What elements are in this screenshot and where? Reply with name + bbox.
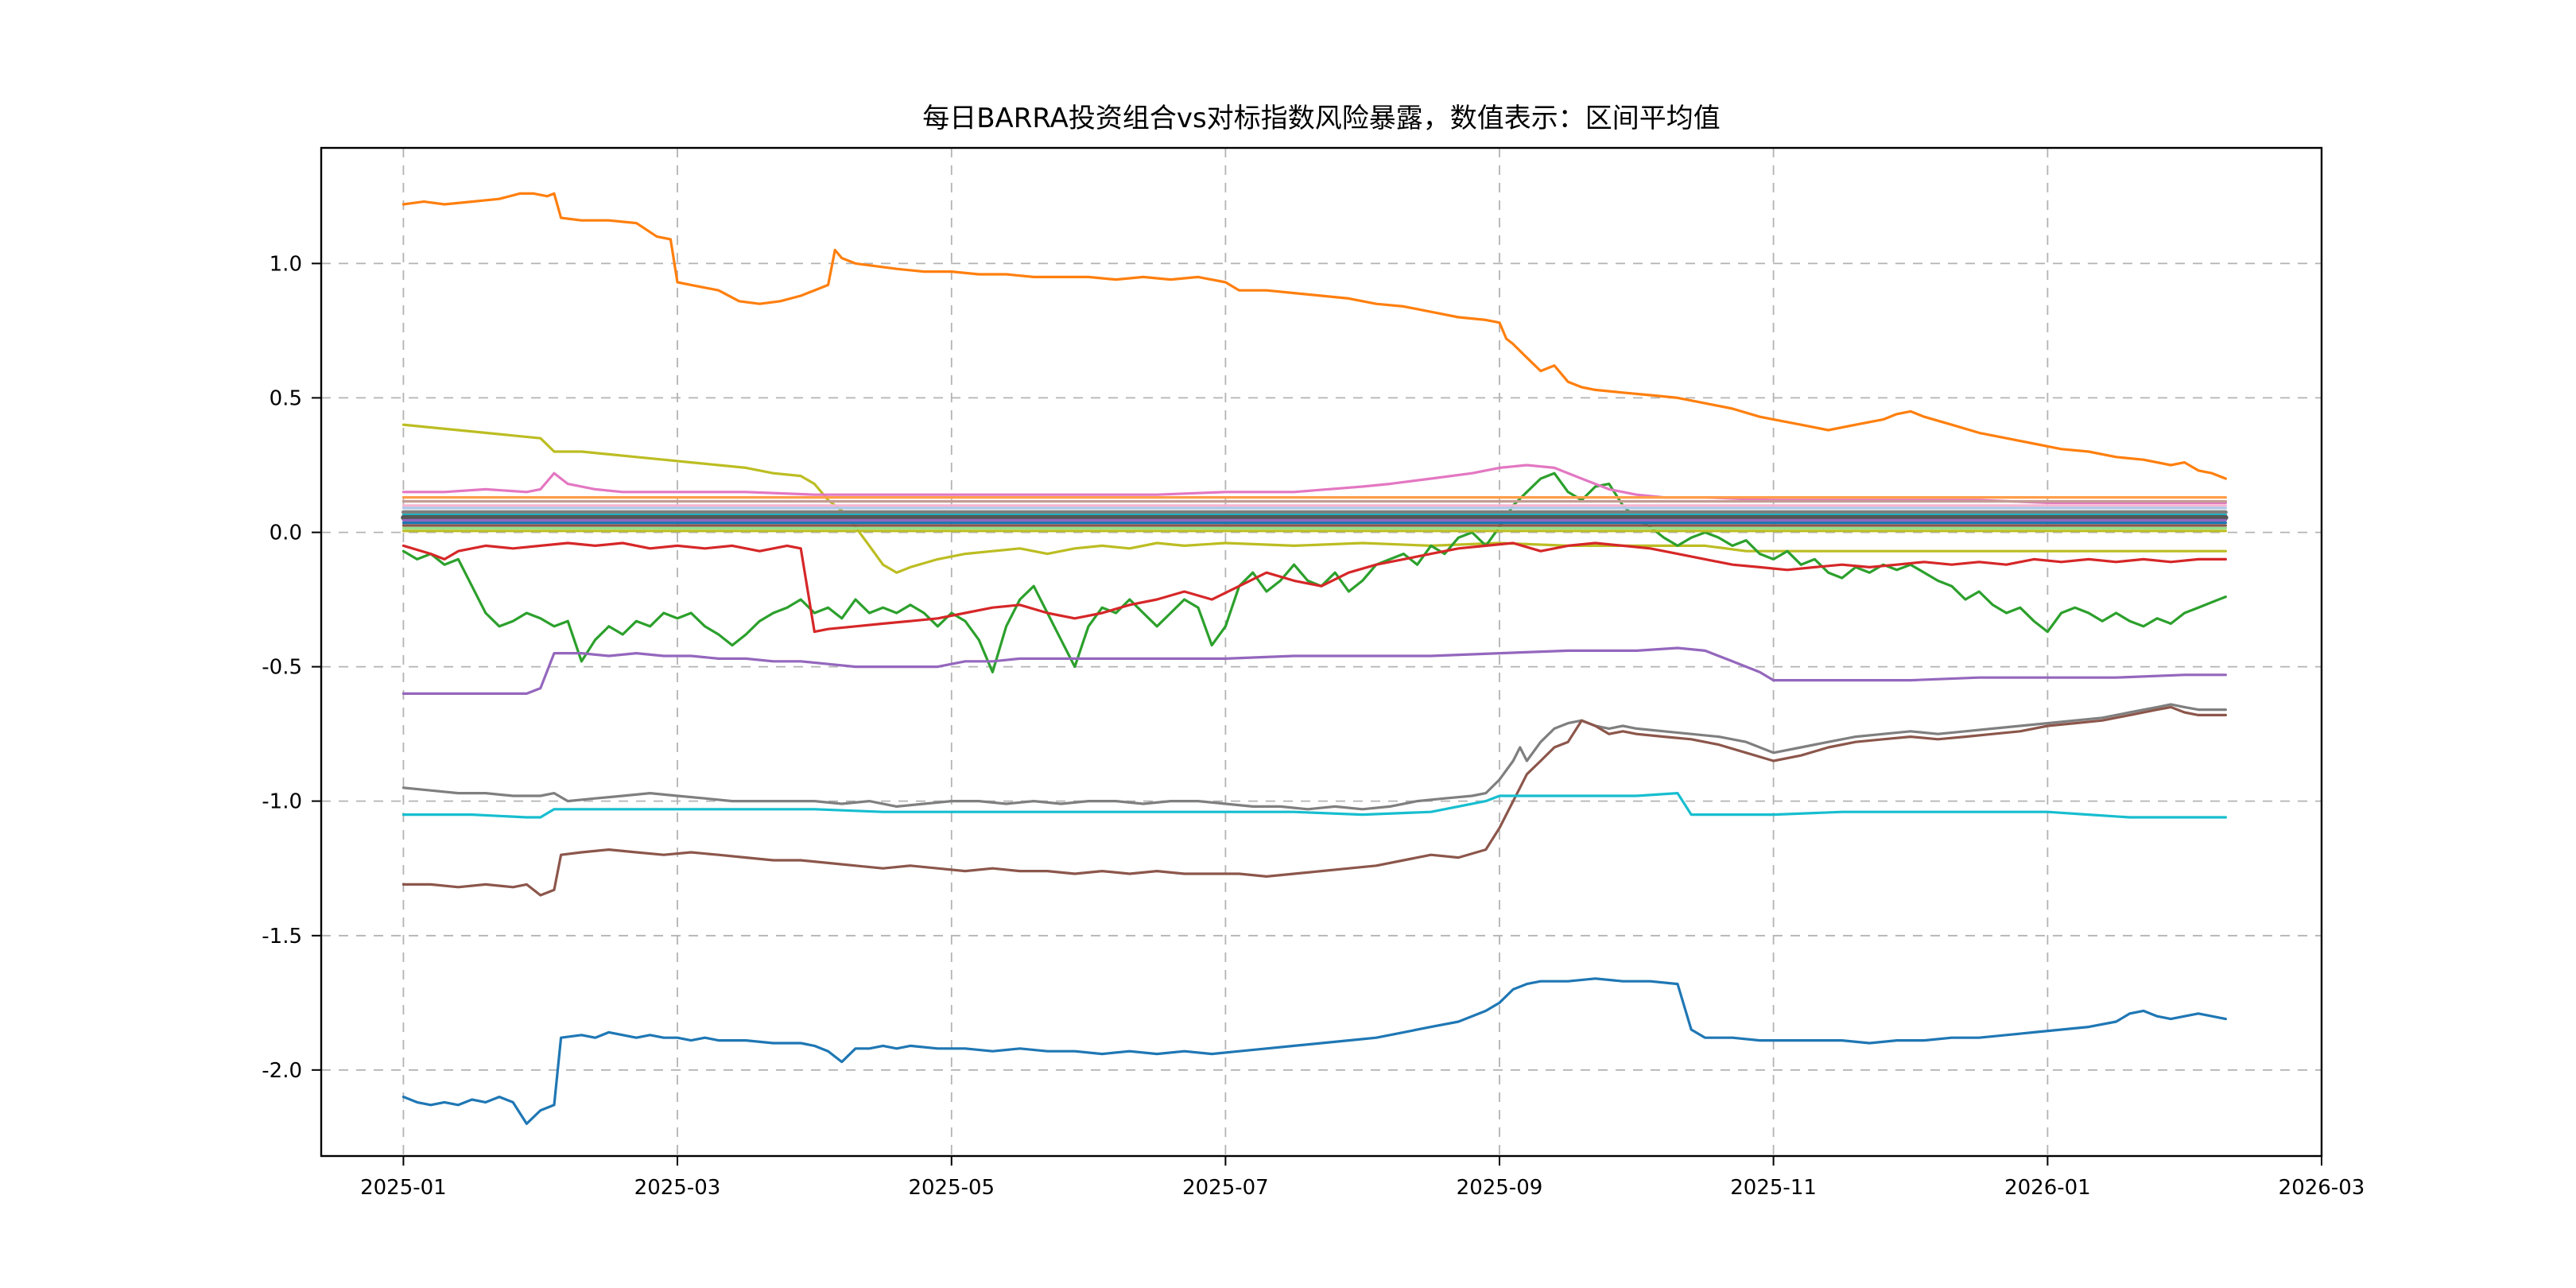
chart-title: 每日BARRA投资组合vs对标指数风险暴露，数值表示：区间平均值	[922, 103, 1721, 134]
series-purple	[402, 646, 2227, 696]
x-tick-label: 2025-11	[1730, 1176, 1817, 1200]
series-red	[402, 541, 2227, 634]
y-tick-label: -2.0	[262, 1059, 302, 1083]
x-tick-label: 2025-09	[1457, 1176, 1543, 1200]
y-tick-label: 0.5	[270, 386, 302, 410]
x-tick-label: 2026-03	[2279, 1176, 2365, 1200]
y-tick-label: -0.5	[262, 656, 302, 680]
y-axis: 1.0 0.5 0.0 -0.5 -1.0 -1.5 -2.0	[262, 252, 321, 1083]
x-tick-label: 2025-05	[908, 1176, 995, 1200]
x-tick-label: 2025-03	[634, 1176, 721, 1200]
series-gray	[402, 703, 2227, 811]
x-tick-label: 2025-07	[1182, 1176, 1269, 1200]
y-tick-label: 1.0	[270, 252, 302, 276]
series-brown	[402, 705, 2227, 897]
plot-border	[320, 146, 2323, 1158]
x-axis: 2025-01 2025-03 2025-05 2025-07 2025-09 2025-…	[360, 1156, 2365, 1200]
series-orange-top	[402, 192, 2227, 480]
y-tick-label: 0.0	[270, 522, 302, 545]
series-lines	[401, 192, 2229, 1126]
series-green-volatile	[402, 471, 2227, 674]
x-tick-label: 2025-01	[360, 1176, 447, 1200]
x-tick-label: 2026-01	[2004, 1176, 2091, 1200]
y-tick-label: -1.0	[262, 790, 302, 814]
y-tick-label: -1.5	[262, 925, 302, 949]
series-blue-bottom	[402, 977, 2227, 1126]
series-cyan	[402, 791, 2227, 819]
series-olive-declining	[402, 423, 2227, 574]
